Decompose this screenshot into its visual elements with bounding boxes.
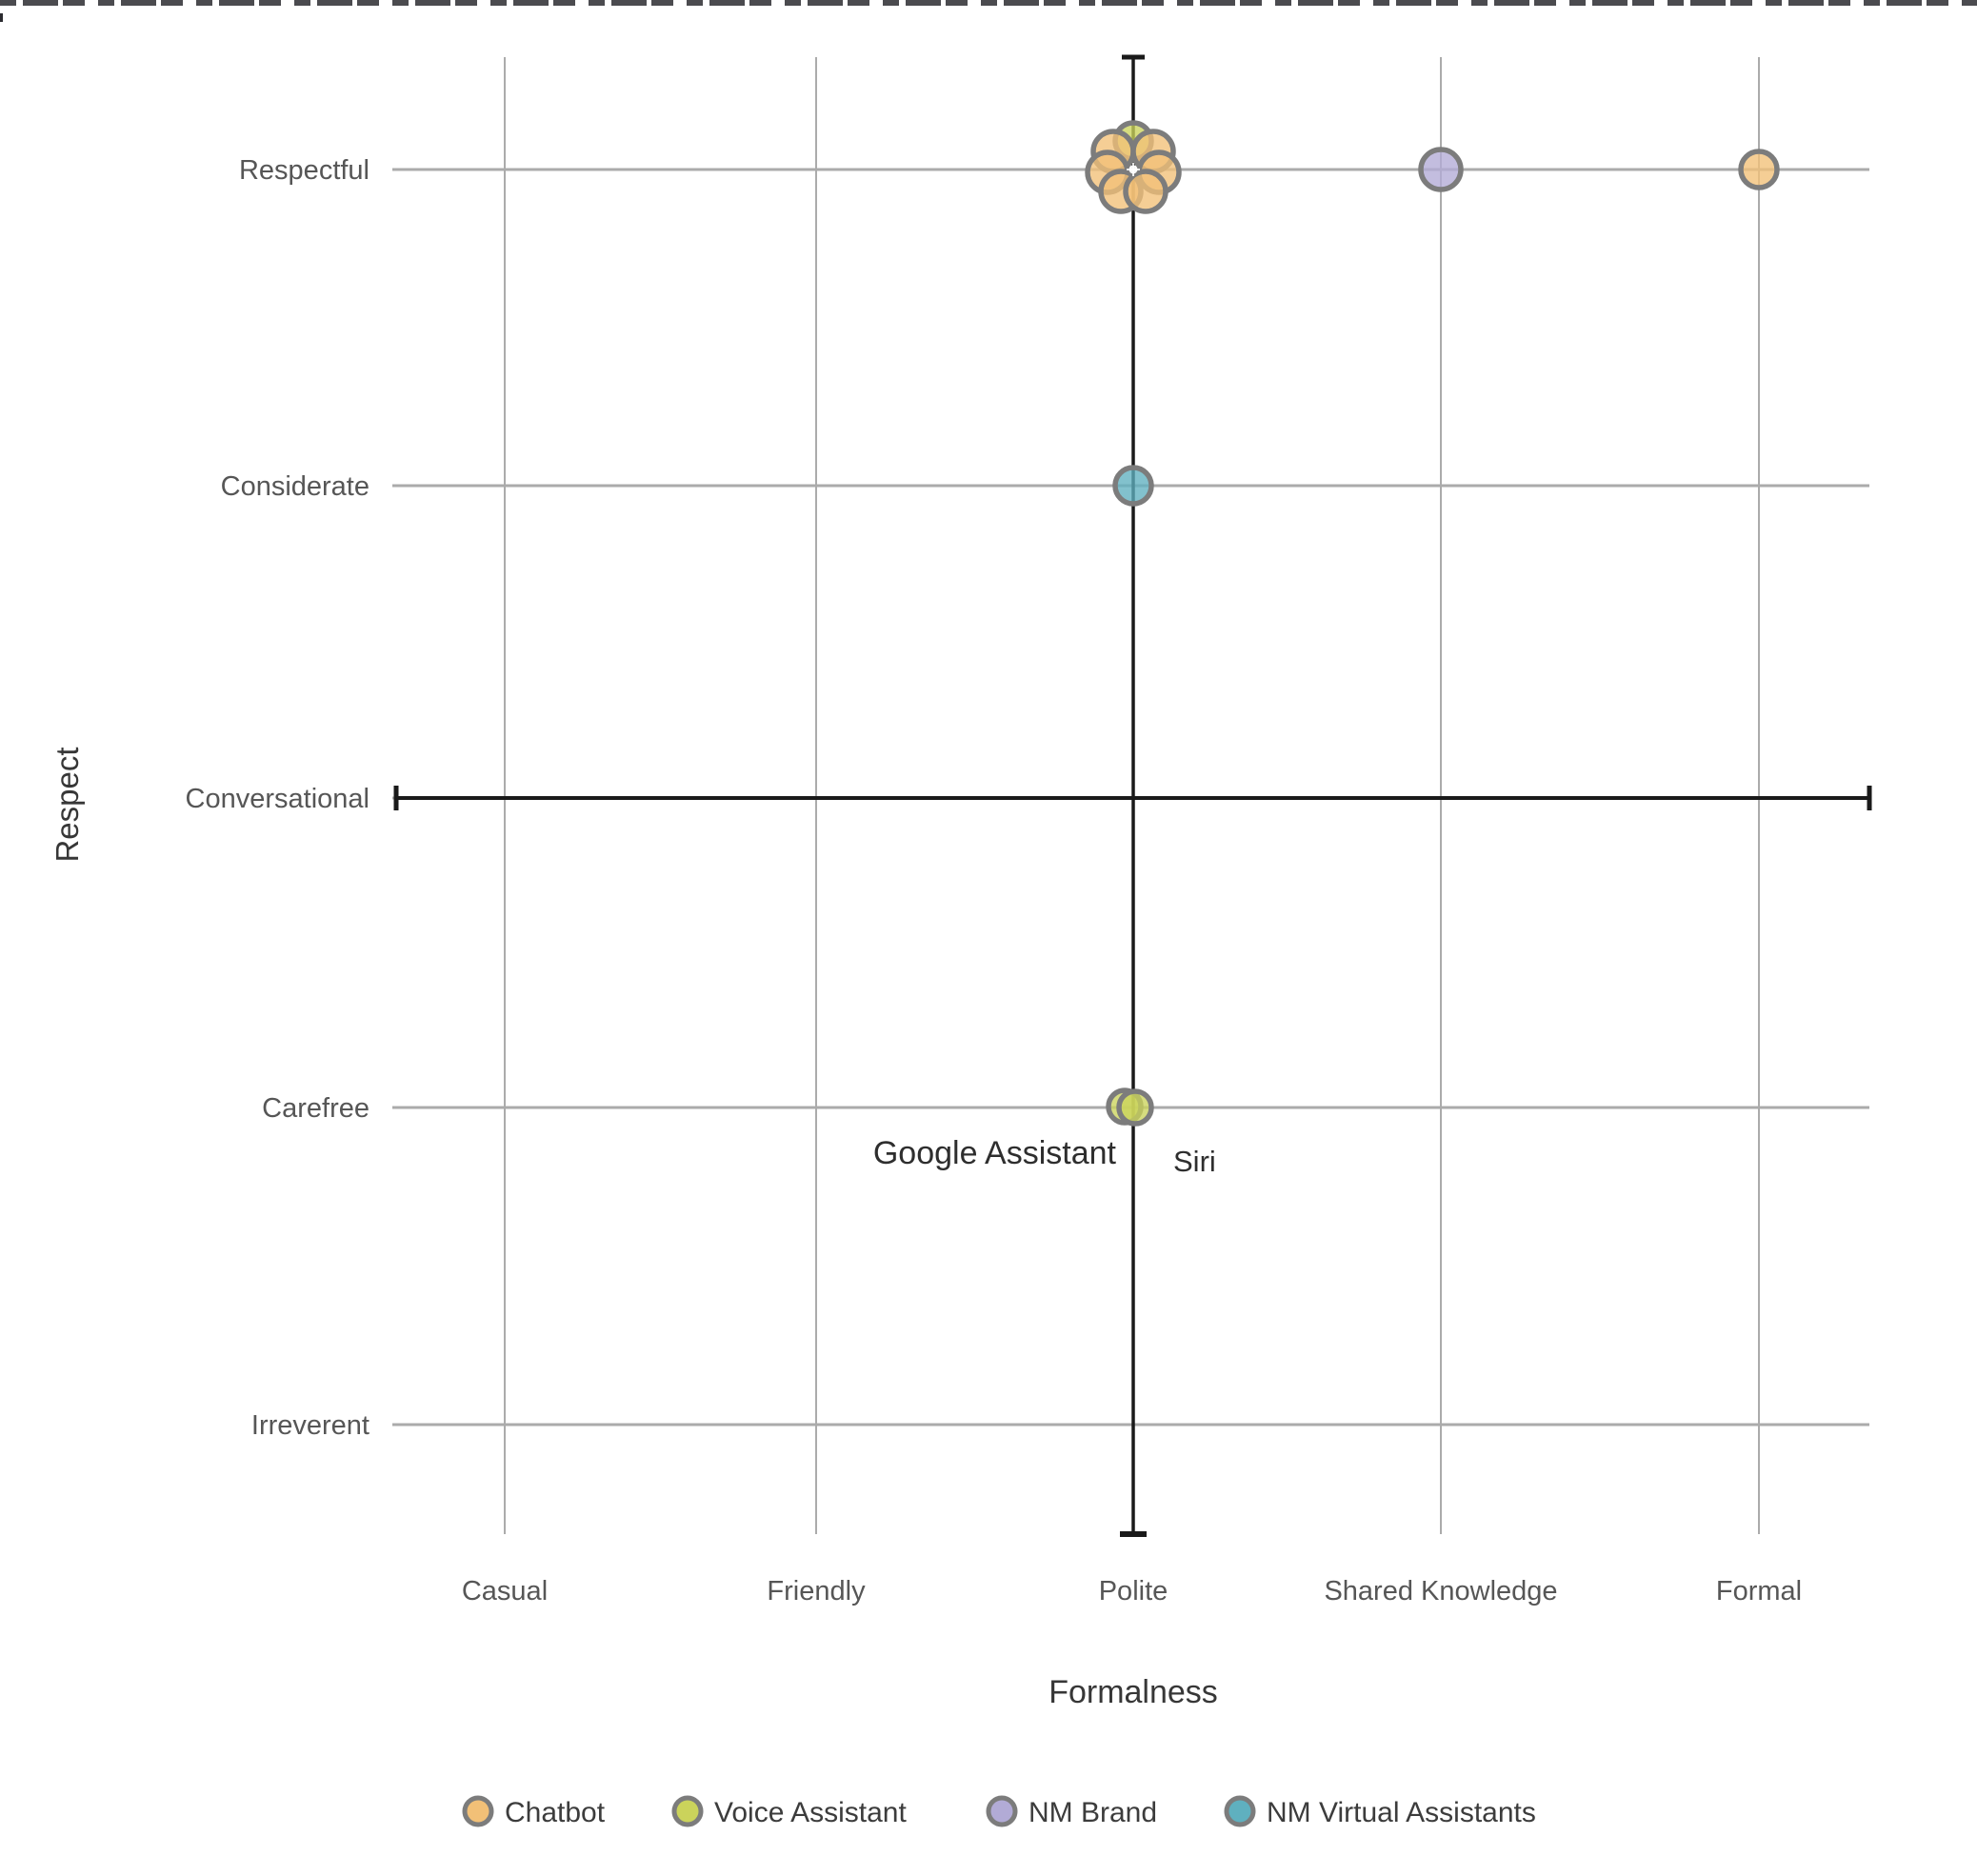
data-point-nm-virtual-assistants bbox=[1112, 465, 1154, 507]
legend-swatch-chatbot bbox=[462, 1795, 494, 1827]
cropped-text-artifact-left bbox=[0, 13, 3, 22]
x-tick-label-friendly: Friendly bbox=[767, 1576, 866, 1607]
legend-swatch-nm-virtual-assistants bbox=[1224, 1795, 1256, 1827]
x-axis-title: Formalness bbox=[1048, 1674, 1218, 1710]
data-point-siri bbox=[1116, 1088, 1154, 1127]
y-tick-label-irreverent: Irreverent bbox=[251, 1410, 369, 1441]
legend-label-chatbot: Chatbot bbox=[505, 1797, 606, 1828]
x-tick-label-casual: Casual bbox=[462, 1576, 548, 1607]
y-tick-label-conversational: Conversational bbox=[186, 784, 369, 814]
x-tick-label-formal: Formal bbox=[1716, 1576, 1802, 1607]
cropped-text-artifact bbox=[0, 0, 1977, 6]
y-tick-label-considerate: Considerate bbox=[221, 471, 369, 502]
point-label-siri: Siri bbox=[1173, 1145, 1216, 1178]
data-point-chatbot bbox=[1123, 169, 1168, 214]
legend-swatch-voice-assistant bbox=[671, 1795, 704, 1827]
y-axis-title: Respect bbox=[50, 747, 85, 862]
y-tick-label-respectful: Respectful bbox=[239, 155, 369, 186]
legend-swatch-nm-brand bbox=[986, 1795, 1018, 1827]
y-tick-label-carefree: Carefree bbox=[262, 1093, 369, 1124]
x-tick-label-polite: Polite bbox=[1099, 1576, 1168, 1607]
point-label-google-assistant: Google Assistant bbox=[873, 1135, 1117, 1171]
legend-label-voice-assistant: Voice Assistant bbox=[714, 1797, 907, 1828]
data-point-nm-brand bbox=[1418, 147, 1464, 192]
legend-label-nm-brand: NM Brand bbox=[1028, 1797, 1157, 1828]
x-tick-label-shared-knowledge: Shared Knowledge bbox=[1324, 1576, 1557, 1607]
data-point-chatbot bbox=[1738, 149, 1780, 190]
legend-label-nm-virtual-assistants: NM Virtual Assistants bbox=[1267, 1797, 1536, 1828]
